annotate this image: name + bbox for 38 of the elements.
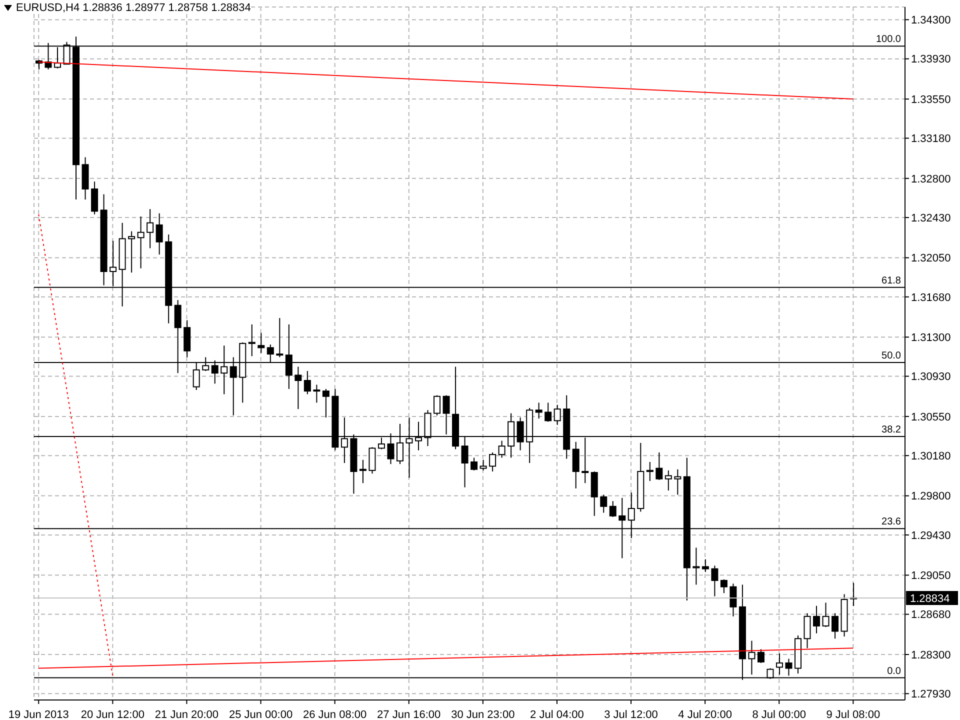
x-tick-label: 19 Jun 2013 [8,709,69,720]
x-tick-label: 27 Jun 16:00 [377,709,441,720]
y-tick-label: 1.30180 [911,450,951,463]
x-tick-label: 2 Jul 04:00 [530,709,584,720]
x-tick-label: 26 Jun 08:00 [303,709,367,720]
x-tick-label: 9 Jul 08:00 [826,709,880,720]
y-tick-label: 1.29430 [911,530,951,542]
annotation: 100.0 [876,34,902,46]
annotation: 0.0 [887,666,902,677]
x-tick-label: 8 Jul 00:00 [752,709,806,720]
ref-line-label: 1.28834 [910,593,950,606]
chart-title: EURUSD,H4 1.28836 1.28977 1.28758 1.28834 [16,2,251,14]
y-tick-label: 1.32800 [911,173,951,186]
x-tick-label: 20 Jun 12:00 [80,709,144,720]
y-tick-label: 1.34300 [911,14,951,27]
x-tick-label: 25 Jun 00:00 [228,709,293,720]
x-tick-label: 21 Jun 20:00 [154,709,219,720]
y-tick-label: 1.31300 [911,332,951,344]
x-tick-label: 4 Jul 20:00 [678,709,732,720]
x-tick-label: 3 Jul 12:00 [604,709,658,720]
y-tick-label: 1.28300 [911,649,951,662]
y-tick-label: 1.33180 [911,133,951,146]
y-tick-label: 1.29800 [911,490,951,503]
y-tick-label: 1.27930 [911,688,951,701]
y-tick-label: 1.32430 [911,212,951,224]
annotation: 38.2 [882,424,902,436]
x-tick-label: 30 Jun 23:00 [451,709,515,720]
y-tick-label: 1.30550 [911,411,951,424]
y-tick-label: 1.31680 [911,292,951,304]
y-tick-label: 1.33550 [911,94,951,106]
annotation: 61.8 [882,275,902,286]
y-tick-label: 1.33930 [911,54,951,66]
annotation: 50.0 [882,350,902,362]
y-tick-label: 1.28680 [911,609,951,622]
y-tick-label: 1.32050 [911,252,951,265]
y-tick-label: 1.29050 [911,570,951,582]
annotation: 23.6 [882,516,902,528]
y-tick-label: 1.30930 [911,371,951,384]
